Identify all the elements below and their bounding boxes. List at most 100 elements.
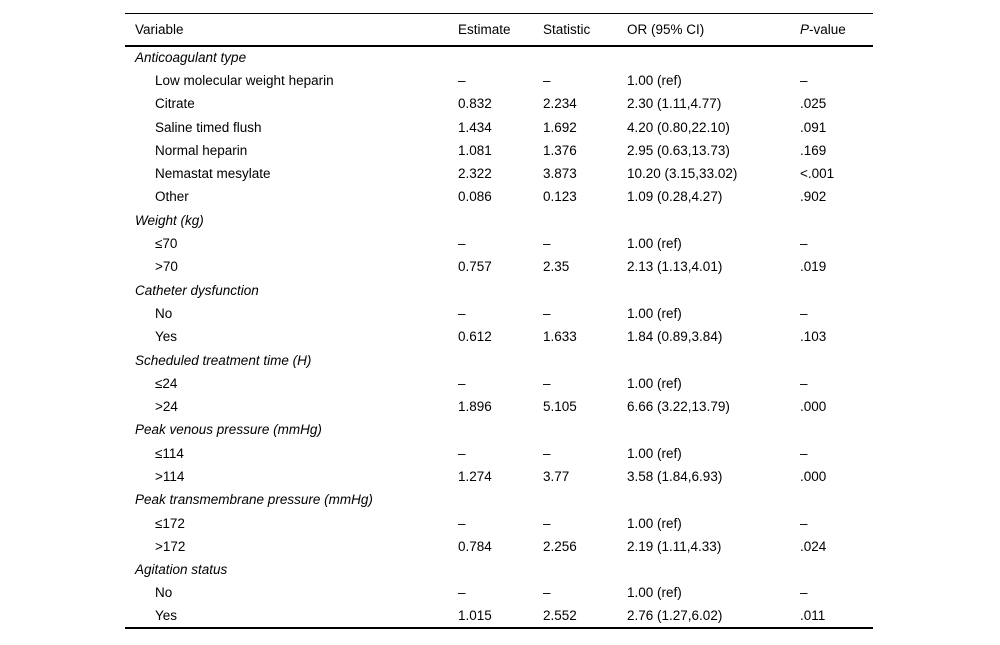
table-body: Anticoagulant type Low molecular weight h… xyxy=(125,46,873,628)
row-label: No xyxy=(155,305,173,321)
cell-statistic: 3.873 xyxy=(543,166,577,182)
cell-statistic: – xyxy=(543,515,551,531)
table-row: >24 1.896 5.105 6.66 (3.22,13.79) .000 xyxy=(125,395,873,418)
table-row: Normal heparin 1.081 1.376 2.95 (0.63,13.73… xyxy=(125,139,873,162)
column-header: Variable xyxy=(125,13,458,47)
cell-statistic: 5.105 xyxy=(543,399,577,415)
row-label: ≤70 xyxy=(155,236,178,252)
cell-estimate: 1.081 xyxy=(458,142,492,158)
cell-estimate: 0.612 xyxy=(458,329,492,345)
table-row: No – – 1.00 (ref) – xyxy=(125,302,873,325)
row-label: ≤114 xyxy=(155,445,184,461)
column-header: Estimate xyxy=(458,13,543,47)
column-header: P-value xyxy=(800,13,873,47)
cell-p: .000 xyxy=(800,399,827,415)
cell-estimate: 0.757 xyxy=(458,259,492,275)
cell-p: .169 xyxy=(800,142,827,158)
cell-p: – xyxy=(800,445,808,461)
cell-estimate: 1.015 xyxy=(458,608,492,624)
cell-statistic: 0.123 xyxy=(543,189,577,205)
cell-estimate: – xyxy=(458,515,466,531)
group-label: Scheduled treatment time (H) xyxy=(135,352,312,368)
row-label: >24 xyxy=(155,399,178,415)
cell-estimate: 2.322 xyxy=(458,166,492,182)
cell-statistic: 2.256 xyxy=(543,538,577,554)
table-row: >114 1.274 3.77 3.58 (1.84,6.93) .000 xyxy=(125,465,873,488)
table-row: Yes 0.612 1.633 1.84 (0.89,3.84) .103 xyxy=(125,325,873,348)
group-label: Weight (kg) xyxy=(135,212,204,228)
cell-estimate: 1.274 xyxy=(458,468,492,484)
table-row: >70 0.757 2.35 2.13 (1.13,4.01) .019 xyxy=(125,255,873,278)
cell-p: <.001 xyxy=(800,166,835,182)
cell-statistic: 1.376 xyxy=(543,142,577,158)
row-label: Low molecular weight heparin xyxy=(155,72,334,88)
cell-estimate: – xyxy=(458,445,466,461)
row-label: Citrate xyxy=(155,96,195,112)
cell-or: 6.66 (3.22,13.79) xyxy=(627,399,730,415)
cell-or: 1.84 (0.89,3.84) xyxy=(627,329,723,345)
cell-p: .000 xyxy=(800,468,827,484)
row-label: Nemastat mesylate xyxy=(155,166,271,182)
group-header-row: Scheduled treatment time (H) xyxy=(125,348,873,371)
cell-or: 1.09 (0.28,4.27) xyxy=(627,189,723,205)
cell-p: .024 xyxy=(800,538,827,554)
cell-or: 2.13 (1.13,4.01) xyxy=(627,259,723,275)
table-row: ≤114 – – 1.00 (ref) – xyxy=(125,442,873,465)
group-header-row: Anticoagulant type xyxy=(125,46,873,69)
row-label: Yes xyxy=(155,608,178,624)
cell-statistic: 2.35 xyxy=(543,259,570,275)
regression-table: Variable Estimate Statistic OR (95% CI) P-va… xyxy=(125,13,873,629)
cell-p: .025 xyxy=(800,96,827,112)
group-label: Peak transmembrane pressure (mmHg) xyxy=(135,492,373,508)
table-row: ≤24 – – 1.00 (ref) – xyxy=(125,372,873,395)
header-row: Variable Estimate Statistic OR (95% CI) P-va… xyxy=(125,13,873,47)
cell-estimate: – xyxy=(458,305,466,321)
group-header-row: Catheter dysfunction xyxy=(125,278,873,301)
column-header: OR (95% CI) xyxy=(627,13,800,47)
cell-p: – xyxy=(800,305,808,321)
group-label: Catheter dysfunction xyxy=(135,282,259,298)
group-label: Anticoagulant type xyxy=(135,50,247,66)
cell-or: 1.00 (ref) xyxy=(627,236,682,252)
row-label: ≤172 xyxy=(155,515,185,531)
group-label: Agitation status xyxy=(135,562,228,578)
cell-statistic: – xyxy=(543,585,551,601)
cell-estimate: 1.434 xyxy=(458,119,492,135)
row-label: Saline timed flush xyxy=(155,119,262,135)
cell-p: – xyxy=(800,585,808,601)
cell-or: 4.20 (0.80,22.10) xyxy=(627,119,730,135)
cell-or: 3.58 (1.84,6.93) xyxy=(627,468,723,484)
cell-or: 1.00 (ref) xyxy=(627,305,682,321)
cell-estimate: – xyxy=(458,236,466,252)
cell-or: 1.00 (ref) xyxy=(627,445,682,461)
cell-estimate: 0.086 xyxy=(458,189,492,205)
cell-estimate: – xyxy=(458,72,466,88)
row-label: ≤24 xyxy=(155,375,178,391)
cell-statistic: – xyxy=(543,375,551,391)
row-label: No xyxy=(155,585,173,601)
table-row: Citrate 0.832 2.234 2.30 (1.11,4.77) .025 xyxy=(125,92,873,115)
cell-p: – xyxy=(800,375,808,391)
cell-estimate: – xyxy=(458,375,466,391)
cell-p: .902 xyxy=(800,189,827,205)
table-row: ≤172 – – 1.00 (ref) – xyxy=(125,511,873,534)
group-header-row: Peak venous pressure (mmHg) xyxy=(125,418,873,441)
cell-statistic: 1.692 xyxy=(543,119,577,135)
cell-p: – xyxy=(800,236,808,252)
cell-statistic: – xyxy=(543,445,551,461)
cell-statistic: – xyxy=(543,305,551,321)
group-header-row: Peak transmembrane pressure (mmHg) xyxy=(125,488,873,511)
group-header-row: Weight (kg) xyxy=(125,209,873,232)
cell-or: 2.76 (1.27,6.02) xyxy=(627,608,723,624)
cell-or: 10.20 (3.15,33.02) xyxy=(627,166,738,182)
table-row: Nemastat mesylate 2.322 3.873 10.20 (3.15,3… xyxy=(125,162,873,185)
row-label: Yes xyxy=(155,329,178,345)
column-header: Statistic xyxy=(543,13,627,47)
table-row: ≤70 – – 1.00 (ref) – xyxy=(125,232,873,255)
row-label: >172 xyxy=(155,538,186,554)
cell-or: 1.00 (ref) xyxy=(627,515,682,531)
cell-statistic: 2.234 xyxy=(543,96,577,112)
cell-p: .103 xyxy=(800,329,827,345)
cell-statistic: – xyxy=(543,72,551,88)
